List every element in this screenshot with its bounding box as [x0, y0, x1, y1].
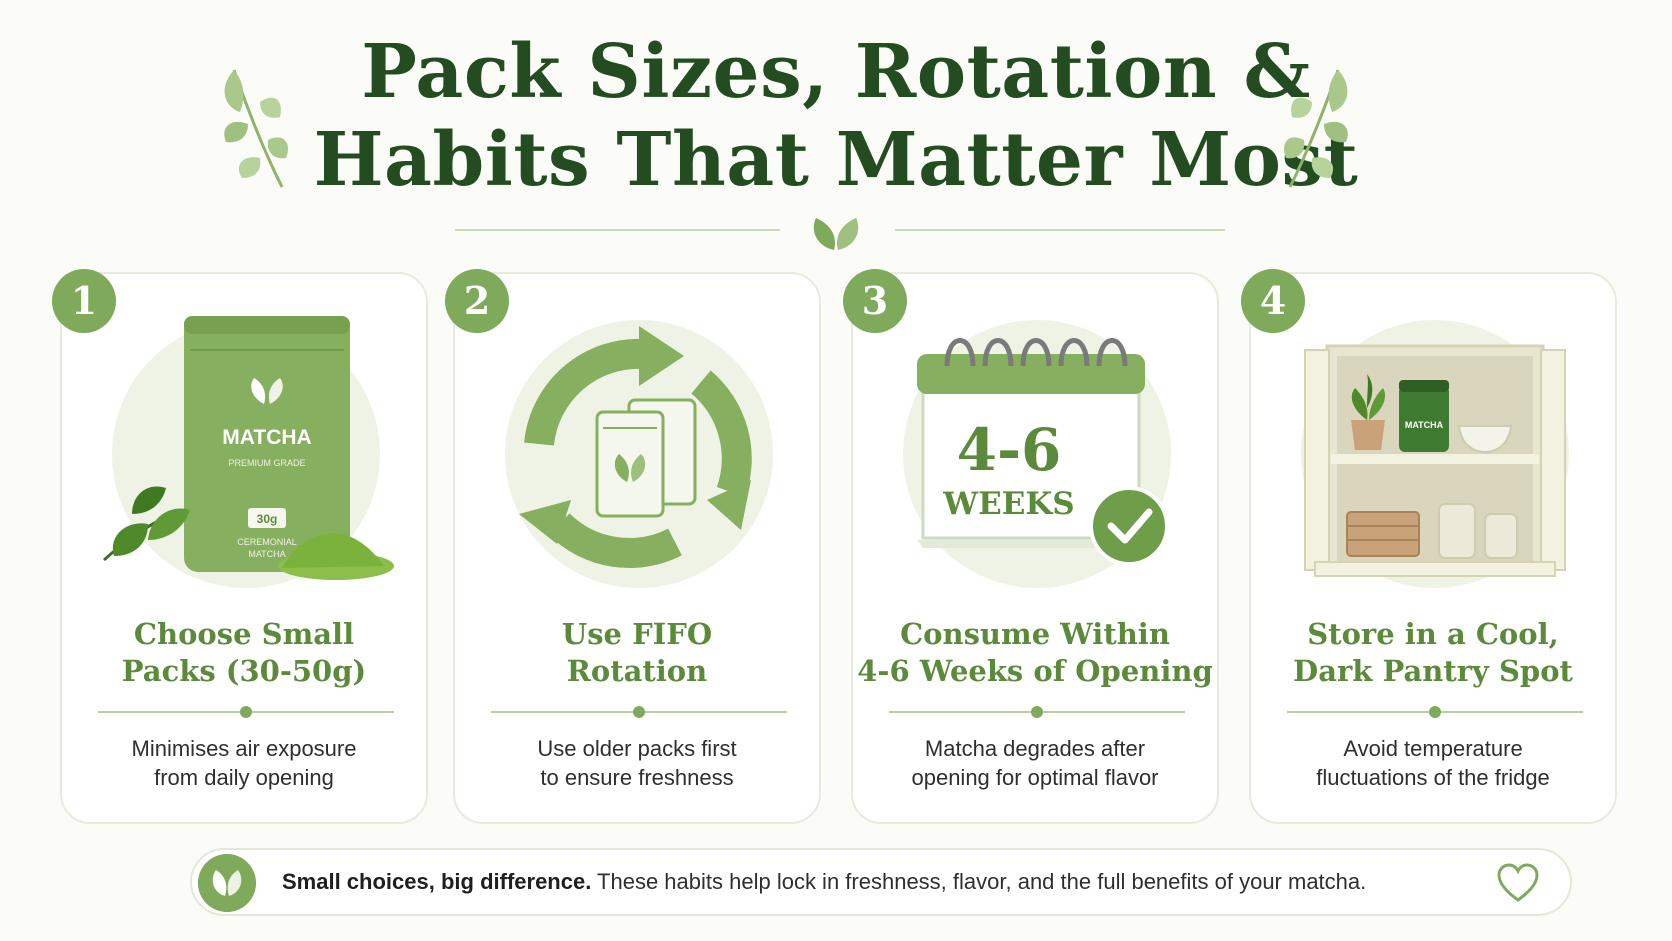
calendar-icon: 4-6 WEEKS: [903, 320, 1171, 588]
card-description: Use older packs first to ensure freshnes…: [455, 734, 819, 792]
card-title-line-2: Packs (30-50g): [121, 654, 367, 688]
footer-bold-text: Small choices, big difference.: [282, 869, 592, 894]
left-leaf-sprig-icon: [224, 69, 288, 188]
jar-label: MATCHA: [1405, 420, 1444, 430]
card-desc-line-2: to ensure freshness: [540, 765, 734, 790]
card-fifo-rotation: 2 Use FIFO Rotation Use older packs firs…: [445, 269, 821, 824]
card-description: Matcha degrades after opening for optima…: [853, 734, 1217, 792]
card-small-packs: 1 MATCHA PREMIUM GRADE 30g CEREMONIAL MA…: [52, 269, 428, 824]
pouch-type-1: CEREMONIAL: [237, 537, 297, 547]
card-title-line-2: Dark Pantry Spot: [1293, 654, 1573, 688]
card-desc-line-1: Avoid temperature: [1343, 736, 1523, 761]
card-title-line-1: Store in a Cool,: [1307, 617, 1559, 651]
footer-body-text: These habits help lock in freshness, fla…: [591, 869, 1367, 894]
card-title-line-2: 4-6 Weeks of Opening: [857, 654, 1213, 688]
card-desc-line-2: fluctuations of the fridge: [1316, 765, 1550, 790]
card-title: Use FIFO Rotation: [455, 616, 819, 690]
card-title-line-1: Consume Within: [900, 617, 1170, 651]
page-title: Pack Sizes, Rotation & Habits That Matte…: [0, 28, 1672, 204]
card-title-line-1: Use FIFO: [561, 617, 713, 651]
card-title-line-1: Choose Small: [133, 617, 355, 651]
rotation-arrows-icon: [505, 320, 773, 588]
pouch-size: 30g: [257, 512, 278, 526]
step-number-badge: 4: [1241, 269, 1305, 333]
card-divider-dot: [240, 706, 252, 718]
pantry-cabinet-icon: MATCHA: [1301, 320, 1569, 588]
card-divider-dot: [1031, 706, 1043, 718]
footer-banner: Small choices, big difference. These hab…: [190, 848, 1572, 916]
card-title: Consume Within 4-6 Weeks of Opening: [853, 616, 1217, 690]
pouch-brand: MATCHA: [222, 426, 311, 449]
card-divider-dot: [1429, 706, 1441, 718]
card-title: Store in a Cool, Dark Pantry Spot: [1251, 616, 1615, 690]
card-description: Minimises air exposure from daily openin…: [62, 734, 426, 792]
pouch-type-2: MATCHA: [248, 549, 285, 559]
card-desc-line-2: from daily opening: [154, 765, 334, 790]
calendar-unit: WEEKS: [942, 486, 1074, 522]
pouch-grade: PREMIUM GRADE: [228, 458, 305, 468]
step-number-badge: 3: [843, 269, 907, 333]
heart-icon: [1497, 863, 1539, 902]
card-desc-line-1: Use older packs first: [537, 736, 737, 761]
card-title-line-2: Rotation: [566, 654, 708, 688]
card-title: Choose Small Packs (30-50g): [62, 616, 426, 690]
header-divider-right: [895, 229, 1225, 231]
step-number-badge: 1: [52, 269, 116, 333]
header-divider-left: [455, 229, 780, 231]
card-cool-pantry: 4 MATCHA Store in a Cool, Dark Pantry Sp…: [1241, 269, 1617, 824]
card-desc-line-2: opening for optimal flavor: [911, 765, 1159, 790]
card-description: Avoid temperature fluctuations of the fr…: [1251, 734, 1615, 792]
leaf-badge-icon: [198, 854, 256, 912]
title-line-1: Pack Sizes, Rotation &: [361, 29, 1311, 115]
card-desc-line-1: Minimises air exposure: [131, 736, 357, 761]
card-divider-dot: [633, 706, 645, 718]
leaf-divider-icon: [813, 218, 859, 250]
matcha-pouch-icon: MATCHA PREMIUM GRADE 30g CEREMONIAL MATC…: [102, 316, 394, 588]
footer-message: Small choices, big difference. These hab…: [282, 850, 1366, 914]
title-line-2: Habits That Matter Most: [313, 117, 1359, 203]
card-consume-within: 3 4-6 WEEKS Consume Within 4-6 Weeks of …: [843, 269, 1219, 824]
card-desc-line-1: Matcha degrades after: [924, 736, 1146, 761]
step-number-badge: 2: [445, 269, 509, 333]
right-leaf-sprig-icon: [1284, 69, 1348, 188]
calendar-range: 4-6: [957, 416, 1062, 484]
